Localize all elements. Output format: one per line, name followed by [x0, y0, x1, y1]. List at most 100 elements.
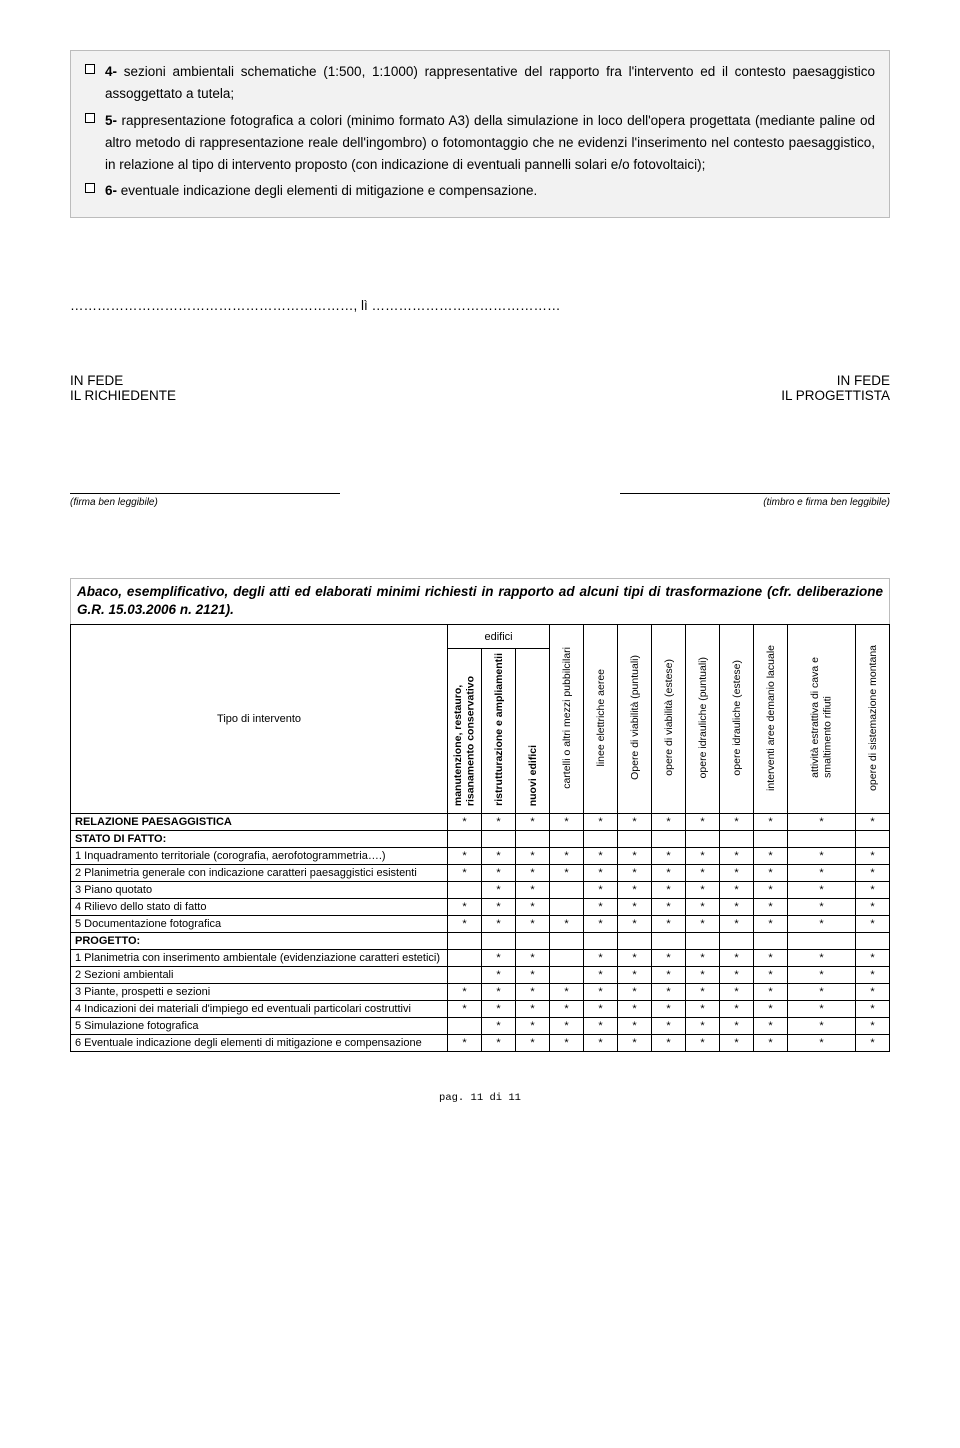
bullet-4: 4- sezioni ambientali schematiche (1:500…	[85, 61, 875, 106]
star-cell: *	[482, 865, 516, 882]
star-cell: *	[550, 848, 584, 865]
star-cell: *	[788, 899, 856, 916]
row-label: 4 Rilievo dello stato di fatto	[71, 899, 448, 916]
star-cell: *	[686, 1035, 720, 1052]
star-cell: *	[788, 1035, 856, 1052]
star-cell	[754, 933, 788, 950]
star-cell	[686, 831, 720, 848]
star-cell: *	[550, 1018, 584, 1035]
star-cell: *	[584, 848, 618, 865]
star-cell: *	[856, 916, 890, 933]
sig-line-left	[70, 493, 340, 494]
table-row: 4 Indicazioni dei materiali d'impiego ed…	[71, 1001, 890, 1018]
star-cell: *	[584, 916, 618, 933]
star-cell	[448, 831, 482, 848]
abaco-table: Tipo di intervento edifici cartelli o al…	[70, 624, 890, 1052]
star-cell: *	[652, 984, 686, 1001]
star-cell: *	[686, 899, 720, 916]
row-label: PROGETTO:	[71, 933, 448, 950]
row-label: RELAZIONE PAESAGGISTICA	[71, 814, 448, 831]
star-cell: *	[448, 984, 482, 1001]
star-cell: *	[788, 984, 856, 1001]
star-cell	[448, 967, 482, 984]
table-row: RELAZIONE PAESAGGISTICA************	[71, 814, 890, 831]
star-cell: *	[686, 882, 720, 899]
bullet-6-text: 6- eventuale indicazione degli elementi …	[105, 180, 537, 202]
sig-caption-left: (firma ben leggibile)	[70, 497, 340, 508]
star-cell: *	[720, 1035, 754, 1052]
star-cell: *	[482, 950, 516, 967]
star-cell: *	[720, 848, 754, 865]
star-cell: *	[618, 814, 652, 831]
star-cell: *	[652, 848, 686, 865]
star-cell: *	[856, 1018, 890, 1035]
table-row: 4 Rilievo dello stato di fatto**********…	[71, 899, 890, 916]
star-cell: *	[788, 1001, 856, 1018]
checkbox-icon	[85, 183, 95, 193]
star-cell: *	[788, 882, 856, 899]
table-row: 5 Simulazione fotografica***********	[71, 1018, 890, 1035]
star-cell	[618, 933, 652, 950]
star-cell	[856, 933, 890, 950]
star-cell: *	[652, 950, 686, 967]
star-cell	[516, 831, 550, 848]
bullet-5: 5- rappresentazione fotografica a colori…	[85, 110, 875, 177]
star-cell: *	[618, 1035, 652, 1052]
star-cell: *	[618, 950, 652, 967]
richiedente-label: IL RICHIEDENTE	[70, 388, 176, 403]
star-cell: *	[618, 916, 652, 933]
star-cell: *	[686, 865, 720, 882]
star-cell: *	[652, 967, 686, 984]
star-cell: *	[856, 1001, 890, 1018]
star-cell: *	[856, 984, 890, 1001]
edifici-header: edifici	[448, 625, 550, 649]
bullet-4-prefix: 4-	[105, 64, 117, 79]
star-cell: *	[482, 1001, 516, 1018]
star-cell: *	[686, 1018, 720, 1035]
star-cell: *	[788, 916, 856, 933]
table-row: 1 Inquadramento territoriale (corografia…	[71, 848, 890, 865]
star-cell: *	[686, 814, 720, 831]
star-cell: *	[652, 1001, 686, 1018]
star-cell: *	[686, 1001, 720, 1018]
table-row: 5 Documentazione fotografica************	[71, 916, 890, 933]
star-cell: *	[754, 814, 788, 831]
star-cell	[482, 831, 516, 848]
star-cell	[448, 1018, 482, 1035]
star-cell: *	[550, 1035, 584, 1052]
star-cell: *	[720, 916, 754, 933]
checkbox-icon	[85, 64, 95, 74]
star-cell: *	[720, 950, 754, 967]
star-cell	[550, 950, 584, 967]
star-cell	[788, 831, 856, 848]
star-cell: *	[788, 848, 856, 865]
star-cell	[720, 831, 754, 848]
signature-captions: (firma ben leggibile) (timbro e firma be…	[70, 497, 890, 508]
abaco-title: Abaco, esemplificativo, degli atti ed el…	[70, 578, 890, 625]
star-cell	[448, 933, 482, 950]
star-cell: *	[516, 984, 550, 1001]
star-cell	[652, 831, 686, 848]
star-cell: *	[516, 967, 550, 984]
star-cell: *	[482, 814, 516, 831]
star-cell	[550, 882, 584, 899]
star-cell	[652, 933, 686, 950]
star-cell: *	[652, 814, 686, 831]
star-cell: *	[482, 882, 516, 899]
star-cell: *	[584, 865, 618, 882]
star-cell: *	[516, 1035, 550, 1052]
star-cell: *	[618, 899, 652, 916]
table-row: 6 Eventuale indicazione degli elementi d…	[71, 1035, 890, 1052]
col-head-10: attività estrattiva di cava esmaltimento…	[788, 625, 856, 814]
star-cell: *	[448, 899, 482, 916]
star-cell	[788, 933, 856, 950]
bullet-6-content: eventuale indicazione degli elementi di …	[117, 183, 537, 198]
star-cell	[584, 933, 618, 950]
star-cell: *	[584, 967, 618, 984]
star-cell	[754, 831, 788, 848]
col-head-4: linee elettriche aeree	[584, 625, 618, 814]
star-cell: *	[652, 882, 686, 899]
star-cell	[550, 831, 584, 848]
star-cell: *	[482, 916, 516, 933]
star-cell: *	[856, 882, 890, 899]
